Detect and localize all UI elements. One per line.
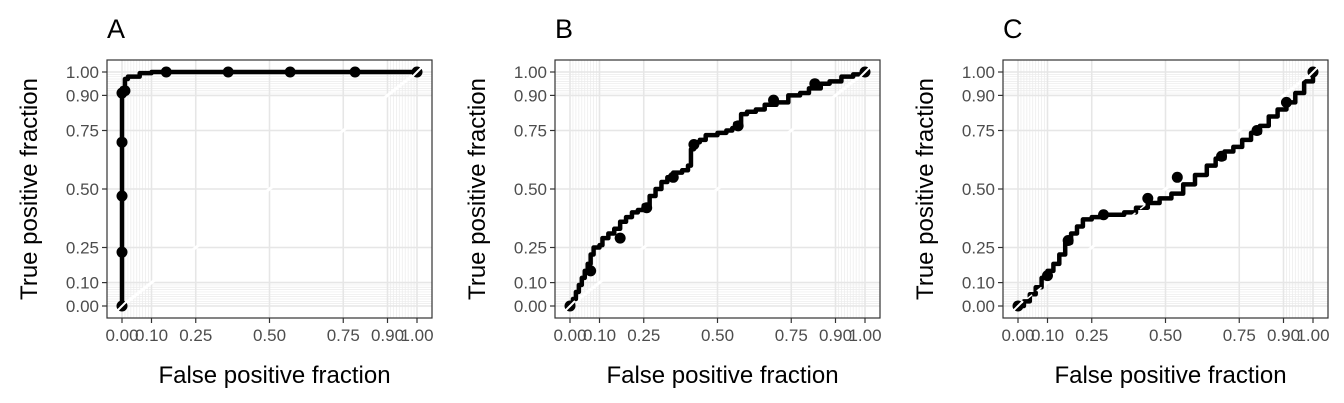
x-tick-label: 0.50: [701, 326, 734, 345]
chart-panel-c: 0.000.10 0.25 0.50 0.75 0.901.000.000.100.25…: [912, 14, 1330, 389]
cutoff-point: [1280, 96, 1292, 108]
y-tick-label: 0.25: [66, 239, 99, 258]
cutoff-point: [1251, 125, 1263, 136]
diagonal-reference-line: [121, 70, 418, 308]
x-tick-label: 0.90: [371, 326, 404, 345]
x-tick-label: 0.00: [1001, 326, 1034, 345]
cutoff-point: [160, 66, 172, 78]
corner-mark-top: [1307, 66, 1319, 78]
y-axis-title: True positive fraction: [464, 78, 491, 300]
x-tick-label: 0.75: [327, 326, 360, 345]
x-tick-label: 0.10: [135, 326, 168, 345]
y-tick-label: 0.50: [514, 180, 547, 199]
cutoff-point: [1062, 234, 1074, 246]
cutoff-point: [1216, 150, 1228, 162]
y-tick-label: 0.25: [514, 239, 547, 258]
cutoff-point: [1142, 192, 1154, 204]
cutoff-point: [809, 78, 821, 90]
cutoff-point: [1171, 171, 1183, 183]
x-tick-label: 0.90: [1267, 326, 1300, 345]
x-tick-label: 0.10: [1031, 326, 1064, 345]
chart-panel-b: 0.000.10 0.25 0.50 0.75 0.901.000.000.100.25…: [464, 14, 882, 389]
cutoff-point: [1042, 270, 1053, 282]
diagonal-dash-overlay: [1017, 71, 1314, 307]
x-tick-label: 0.25: [179, 326, 212, 345]
corner-mark-origin: [116, 300, 128, 312]
y-tick-label: 0.00: [514, 297, 547, 316]
x-tick-label: 0.90: [819, 326, 852, 345]
y-axis-title: True positive fraction: [912, 78, 939, 300]
cutoff-point: [667, 171, 679, 183]
x-tick-label: 0.50: [253, 326, 286, 345]
x-tick-label: 0.75: [1223, 326, 1256, 345]
cutoff-point: [284, 66, 296, 78]
y-tick-label: 0.00: [66, 297, 99, 316]
y-tick-label: 0.10: [514, 274, 547, 293]
y-tick-label: 0.90: [514, 86, 547, 105]
panel-label: A: [107, 14, 125, 44]
x-tick-label: 1.00: [1296, 326, 1329, 345]
x-tick-label: 1.00: [848, 326, 881, 345]
cutoff-point: [116, 190, 128, 202]
y-tick-label: 0.50: [66, 180, 99, 199]
x-tick-label: 0.00: [105, 326, 138, 345]
cutoff-point: [116, 136, 128, 148]
cutoff-point: [641, 202, 653, 214]
cutoff-point: [585, 265, 597, 277]
y-tick-label: 0.10: [962, 274, 995, 293]
panel-label: C: [1003, 14, 1023, 44]
y-tick-label: 1.00: [962, 63, 995, 82]
y-tick-label: 0.00: [962, 297, 995, 316]
y-tick-label: 0.90: [66, 86, 99, 105]
corner-mark-origin: [564, 300, 576, 312]
cutoff-point: [614, 232, 626, 244]
y-tick-label: 1.00: [66, 63, 99, 82]
corner-mark-origin: [1012, 300, 1024, 312]
cutoff-point: [349, 66, 361, 78]
x-axis-title: False positive fraction: [606, 362, 838, 389]
cutoff-point: [116, 246, 128, 258]
x-tick-label: 0.25: [627, 326, 660, 345]
x-tick-label: 0.75: [775, 326, 808, 345]
cutoff-point: [119, 85, 131, 97]
x-axis-title: False positive fraction: [1054, 362, 1286, 389]
y-tick-label: 0.75: [514, 122, 547, 141]
corner-mark-top: [859, 66, 871, 78]
x-tick-label: 1.00: [400, 326, 433, 345]
cutoff-point: [222, 66, 234, 78]
cutoff-point: [1098, 209, 1110, 221]
y-tick-label: 0.90: [962, 86, 995, 105]
x-tick-label: 0.10: [583, 326, 616, 345]
panel-label: B: [555, 14, 573, 44]
roc-curve: [567, 69, 868, 309]
cutoff-point: [688, 139, 700, 151]
diagonal-reference-line: [569, 70, 866, 308]
y-tick-label: 0.75: [66, 122, 99, 141]
cutoff-point: [732, 120, 744, 132]
y-tick-label: 1.00: [514, 63, 547, 82]
x-tick-label: 0.00: [553, 326, 586, 345]
y-tick-label: 0.50: [962, 180, 995, 199]
chart-panel-a: 0.000.10 0.25 0.50 0.75 0.901.000.000.100.25…: [16, 14, 434, 389]
y-tick-label: 0.10: [66, 274, 99, 293]
x-axis-title: False positive fraction: [158, 362, 390, 389]
y-tick-label: 0.75: [962, 122, 995, 141]
y-axis-title: True positive fraction: [16, 78, 43, 300]
roc-curve: [1015, 69, 1316, 309]
cutoff-point: [768, 94, 780, 106]
x-tick-label: 0.50: [1149, 326, 1182, 345]
y-tick-label: 0.25: [962, 239, 995, 258]
corner-mark-top: [411, 66, 423, 78]
x-tick-label: 0.25: [1075, 326, 1108, 345]
roc-curve: [119, 69, 420, 309]
